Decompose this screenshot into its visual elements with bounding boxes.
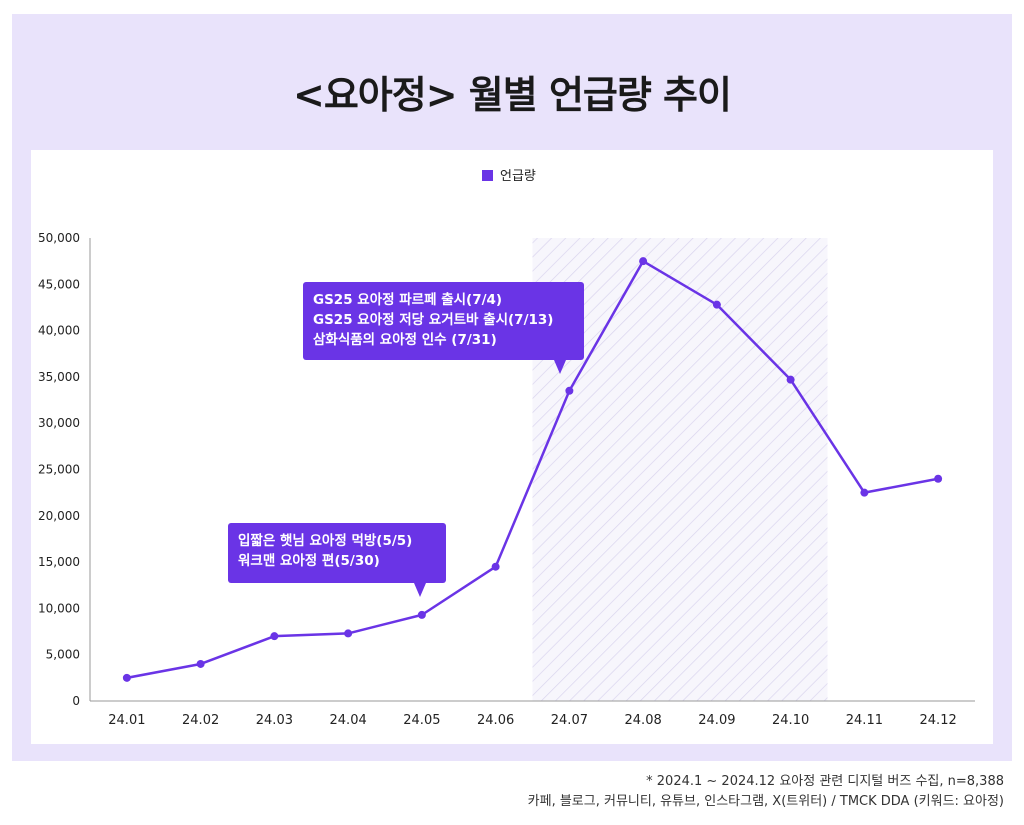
x-tick-label: 24.03 <box>256 713 293 728</box>
y-tick-label: 30,000 <box>38 416 80 430</box>
x-tick-label: 24.07 <box>551 713 588 728</box>
annotation-text: 워크맨 요아정 편(5/30) <box>238 552 380 569</box>
data-point <box>860 488 869 497</box>
y-tick-label: 45,000 <box>38 277 80 291</box>
x-tick-label: 24.08 <box>625 713 662 728</box>
footnote-line-1: * 2024.1 ~ 2024.12 요아정 관련 디지털 버즈 수집, n=8… <box>646 774 1004 789</box>
annotation-pointer <box>554 360 566 374</box>
x-tick-label: 24.06 <box>477 713 514 728</box>
x-tick-label: 24.05 <box>403 713 440 728</box>
annotation-pointer <box>414 583 426 597</box>
page-title: <요아정> 월별 언급량 추이 <box>293 73 732 117</box>
y-tick-label: 5,000 <box>46 648 80 662</box>
y-tick-label: 0 <box>72 694 80 708</box>
y-tick-label: 10,000 <box>38 601 80 615</box>
y-tick-label: 50,000 <box>38 231 80 245</box>
annotation-text: GS25 요아정 저당 요거트바 출시(7/13) <box>313 311 553 328</box>
x-tick-label: 24.09 <box>698 713 735 728</box>
x-tick-label: 24.02 <box>182 713 219 728</box>
source-footnote: * 2024.1 ~ 2024.12 요아정 관련 디지털 버즈 수집, n=8… <box>528 772 1004 812</box>
y-tick-label: 35,000 <box>38 370 80 384</box>
line-chart: 0 5,000 10,000 15,000 20,000 25,000 30,000 35,0… <box>38 169 975 728</box>
data-point <box>565 386 574 395</box>
data-point <box>786 375 795 384</box>
data-point <box>122 673 131 682</box>
data-point <box>712 300 721 309</box>
data-point <box>639 257 648 266</box>
data-point <box>270 632 279 641</box>
data-point <box>934 474 943 483</box>
data-point <box>491 562 500 571</box>
data-point <box>417 610 426 619</box>
legend-swatch <box>482 170 493 181</box>
data-point <box>344 629 353 638</box>
y-tick-label: 25,000 <box>38 463 80 477</box>
x-tick-label: 24.04 <box>330 713 367 728</box>
legend-label: 언급량 <box>500 169 536 184</box>
x-tick-label: 24.01 <box>108 713 145 728</box>
data-point <box>196 659 205 668</box>
chart-card: 0 5,000 10,000 15,000 20,000 25,000 30,000 35,0… <box>31 150 993 744</box>
y-tick-label: 40,000 <box>38 324 80 338</box>
footnote-line-2: 카페, 블로그, 커뮤니티, 유튜브, 인스타그램, X(트위터) / TMCK… <box>527 794 1004 809</box>
annotation-box <box>228 523 446 583</box>
y-tick-label: 15,000 <box>38 555 80 569</box>
series-line <box>126 259 939 680</box>
x-tick-label: 24.12 <box>920 713 957 728</box>
annotation-text: GS25 요아정 파르페 출시(7/4) <box>313 291 502 308</box>
x-tick-label: 24.11 <box>846 713 883 728</box>
x-tick-label: 24.10 <box>772 713 809 728</box>
annotation-box <box>303 282 584 360</box>
annotation-text: 삼화식품의 요아정 인수 (7/31) <box>313 331 497 348</box>
y-tick-label: 20,000 <box>38 509 80 523</box>
annotation-text: 입짧은 햇님 요아정 먹방(5/5) <box>238 532 412 549</box>
